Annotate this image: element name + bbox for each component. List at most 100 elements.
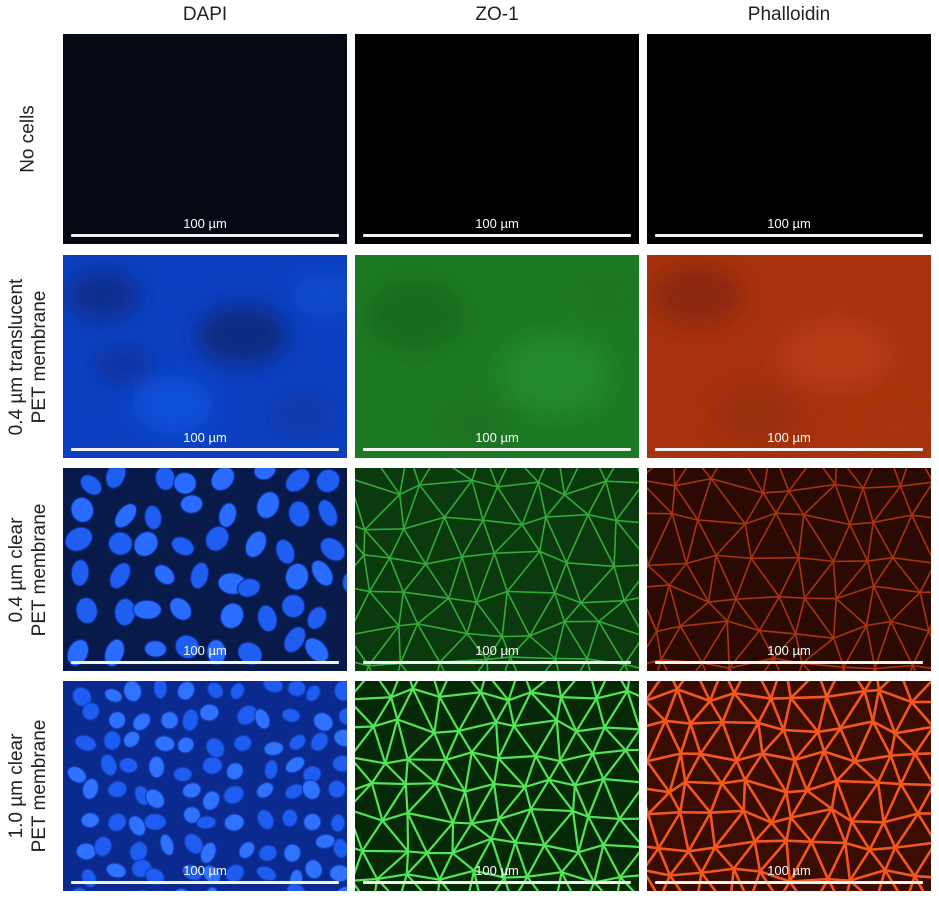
scale-bar	[71, 448, 339, 451]
nucleus	[129, 841, 148, 862]
nucleus	[314, 833, 336, 850]
row-label-line1: 0.4 µm translucent	[6, 278, 27, 435]
nucleus	[223, 813, 245, 832]
micrograph-no-cells-zo1: 100 µm	[355, 34, 639, 244]
scale-bar-label: 100 µm	[475, 863, 519, 878]
nucleus	[233, 734, 253, 752]
micrograph-no-cells-phalloidin: 100 µm	[647, 34, 931, 244]
nucleus	[170, 536, 195, 557]
nucleus	[284, 562, 310, 591]
nucleus	[263, 741, 284, 757]
nucleus	[153, 681, 168, 700]
nucleus	[103, 730, 122, 751]
nucleus	[100, 753, 118, 777]
nucleus	[144, 788, 166, 809]
nucleus	[236, 704, 258, 726]
nucleus	[317, 499, 339, 527]
nucleus	[262, 681, 284, 694]
nucleus	[332, 755, 347, 773]
nucleus	[196, 815, 217, 830]
scale-bar	[71, 881, 339, 884]
nucleus	[177, 736, 195, 754]
nucleus	[341, 570, 347, 595]
nucleus	[153, 564, 176, 586]
nucleus	[154, 735, 176, 752]
scale-bar-label: 100 µm	[475, 430, 519, 445]
nucleus	[285, 468, 311, 493]
nucleus	[305, 684, 321, 702]
nucleus	[310, 731, 329, 752]
nucleus	[179, 494, 204, 514]
nucleus	[66, 638, 90, 667]
scale-bar-label: 100 µm	[767, 643, 811, 658]
scale-bar-label: 100 µm	[767, 216, 811, 231]
nucleus	[281, 594, 306, 619]
nucleus	[244, 530, 268, 559]
micrograph-translucent-phalloidin: 100 µm	[647, 255, 931, 458]
nucleus	[304, 859, 323, 880]
nucleus	[144, 640, 167, 658]
nucleus	[169, 597, 193, 621]
nucleus	[205, 737, 225, 759]
column-header-zo1: ZO-1	[475, 4, 519, 25]
nucleus	[258, 844, 278, 862]
nucleus	[283, 843, 302, 863]
nucleus	[143, 813, 167, 831]
nucleus	[68, 887, 87, 891]
nucleus	[81, 702, 100, 721]
scale-bar-label: 100 µm	[183, 216, 227, 231]
nucleus	[335, 885, 347, 891]
nucleus	[332, 838, 347, 859]
cell-boundary-network	[355, 681, 639, 891]
scale-bar-label: 100 µm	[475, 216, 519, 231]
nucleus	[148, 755, 166, 779]
nucleus	[75, 597, 98, 625]
nucleus	[70, 559, 90, 587]
nucleus	[346, 493, 347, 523]
nucleus	[107, 780, 128, 798]
scale-bar	[655, 881, 923, 884]
nucleus	[189, 561, 210, 590]
micrograph-10-clear-dapi: 100 µm	[63, 681, 347, 891]
nucleus	[150, 890, 170, 891]
scale-bar	[655, 661, 923, 664]
nucleus	[227, 889, 253, 891]
scale-bar	[363, 234, 631, 237]
scale-bar-label: 100 µm	[475, 643, 519, 658]
nucleus	[306, 606, 328, 630]
nucleus	[176, 681, 196, 701]
nucleus	[64, 526, 93, 552]
row-header-no-cells: No cells	[0, 34, 56, 244]
nucleus	[66, 765, 87, 784]
nucleus	[281, 708, 301, 723]
micrograph-translucent-dapi: 100 µm	[63, 255, 347, 458]
micrograph-translucent-zo1: 100 µm	[355, 255, 639, 458]
nucleus	[301, 779, 321, 800]
scale-bar	[363, 661, 631, 664]
nucleus	[118, 757, 139, 774]
nucleus	[304, 637, 330, 663]
nucleus	[108, 711, 127, 730]
nucleus	[256, 809, 275, 830]
row-label-line2: PET membrane	[29, 719, 50, 853]
scale-bar	[363, 881, 631, 884]
scale-bar-label: 100 µm	[767, 863, 811, 878]
row-label-line2: PET membrane	[29, 290, 50, 423]
nucleus	[238, 841, 256, 859]
scale-bar-label: 100 µm	[183, 430, 227, 445]
cell-boundary-network	[355, 468, 639, 671]
row-label-line1: 0.4 µm clear	[6, 517, 27, 622]
nucleus	[264, 759, 279, 780]
cell-boundary-network	[647, 681, 931, 891]
row-header-04-clear: 0.4 µm clear PET membrane	[0, 468, 56, 671]
nucleus	[109, 562, 132, 590]
row-header-translucent: 0.4 µm translucent PET membrane	[0, 255, 56, 458]
nucleus	[236, 577, 261, 598]
nucleus	[338, 707, 347, 726]
nucleus	[218, 502, 238, 528]
column-header-phalloidin: Phalloidin	[747, 4, 831, 25]
nucleus	[199, 703, 220, 722]
micrograph-no-cells-dapi: 100 µm	[63, 34, 347, 244]
nucleus	[132, 599, 162, 620]
row-label-line2: PET membrane	[29, 503, 50, 636]
